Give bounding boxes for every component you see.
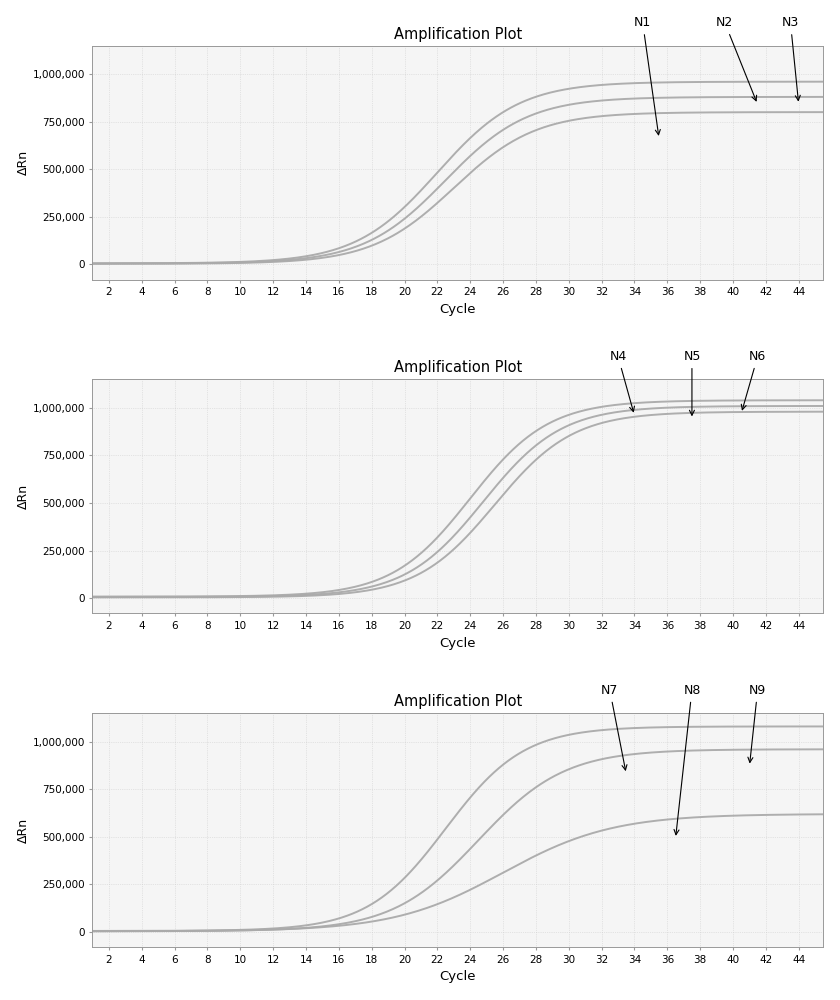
Text: N5: N5 [683, 350, 701, 415]
X-axis label: Cycle: Cycle [439, 970, 476, 983]
Y-axis label: ΔRn: ΔRn [17, 150, 29, 175]
Y-axis label: ΔRn: ΔRn [17, 818, 29, 843]
Text: N8: N8 [674, 684, 701, 835]
X-axis label: Cycle: Cycle [439, 303, 476, 316]
Text: N7: N7 [601, 684, 627, 770]
Title: Amplification Plot: Amplification Plot [394, 360, 522, 375]
Title: Amplification Plot: Amplification Plot [394, 27, 522, 42]
X-axis label: Cycle: Cycle [439, 637, 476, 650]
Text: N6: N6 [742, 350, 766, 410]
Text: N4: N4 [609, 350, 634, 412]
Text: N9: N9 [748, 684, 766, 762]
Title: Amplification Plot: Amplification Plot [394, 694, 522, 709]
Y-axis label: ΔRn: ΔRn [17, 484, 29, 509]
Text: N2: N2 [717, 16, 757, 101]
Text: N3: N3 [782, 16, 801, 100]
Text: N1: N1 [634, 16, 660, 135]
